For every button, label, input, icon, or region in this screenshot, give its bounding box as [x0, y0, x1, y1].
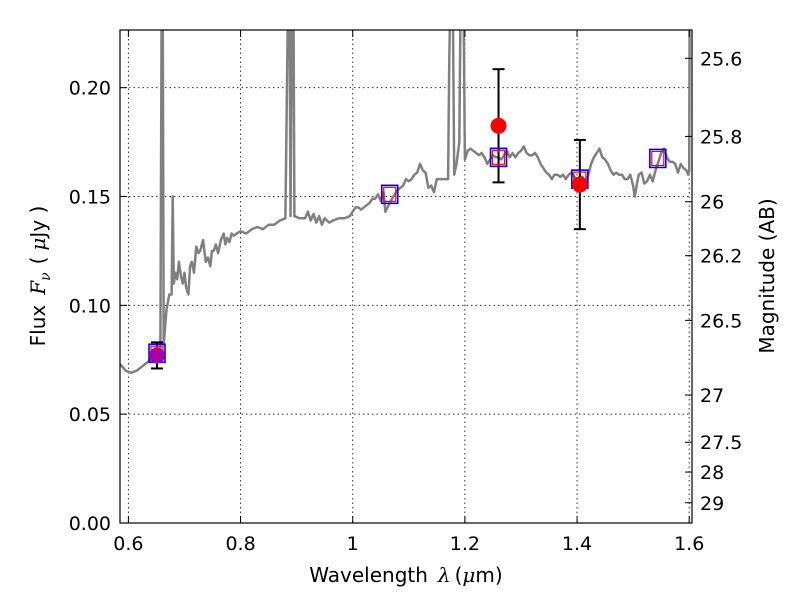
- y-tick-label: 0.20: [69, 78, 111, 100]
- axis-ticks: [120, 30, 692, 524]
- y2-tick-label: 26.2: [700, 246, 742, 268]
- x-tick-label: 0.6: [113, 533, 143, 555]
- y2-tick-label: 26: [700, 192, 724, 214]
- observed-point: [571, 176, 588, 193]
- observed-point: [149, 347, 166, 364]
- spectrum-line: [120, 30, 691, 375]
- x-tick-label: 1.4: [562, 533, 592, 555]
- model-square: [648, 148, 667, 169]
- y-axis-label: FluxFν(μJy ): [26, 206, 54, 347]
- y2-axis-label: Magnitude (AB): [755, 198, 779, 353]
- model-square: [489, 147, 508, 168]
- model-square-inner: [383, 186, 397, 202]
- model-square-inner: [651, 150, 665, 167]
- x-tick-label: 1: [347, 533, 359, 555]
- y2-tick-label: 25.8: [700, 126, 742, 148]
- axis-tick-labels: 0.6 0.8 1 1.2 1.4 1.6 0.00 0.05 0.10 0.15 0.20 25.6…: [69, 48, 743, 555]
- x-axis-label: Wavelength λ (μm): [309, 563, 502, 587]
- x-tick-label: 1.2: [450, 533, 480, 555]
- y2-tick-label: 26.5: [700, 310, 742, 332]
- model-square-inner: [491, 149, 506, 165]
- data-markers: [148, 68, 667, 370]
- y2-tick-label: 27.5: [700, 432, 742, 454]
- plot-frame: [119, 29, 693, 524]
- spectrum-layer: [120, 30, 691, 375]
- y2-tick-label: 25.6: [700, 48, 742, 70]
- y-tick-label: 0.10: [69, 295, 111, 317]
- y2-tick-label: 27: [700, 385, 724, 407]
- x-tick-label: 0.8: [225, 533, 255, 555]
- observed-point: [490, 117, 507, 134]
- model-square: [380, 184, 399, 205]
- y2-tick-label: 28: [700, 462, 724, 484]
- x-tick-label: 1.6: [674, 533, 704, 555]
- y-tick-label: 0.05: [69, 404, 111, 426]
- y2-tick-label: 29: [700, 493, 724, 515]
- y-tick-label: 0.00: [69, 513, 111, 535]
- y-tick-label: 0.15: [69, 187, 111, 209]
